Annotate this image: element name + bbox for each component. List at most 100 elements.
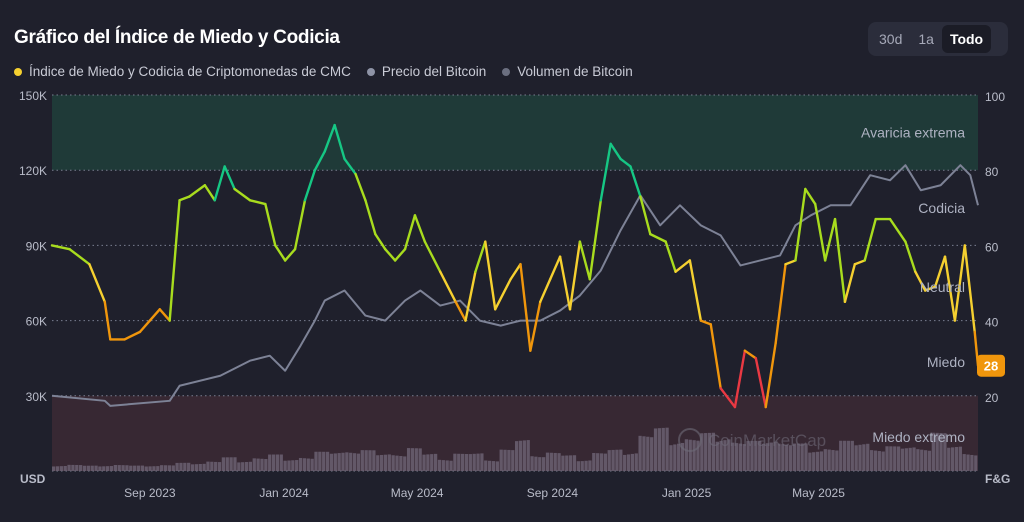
volume-bar	[665, 427, 669, 471]
volume-bar	[345, 452, 349, 471]
volume-bar	[885, 446, 889, 471]
volume-bar	[584, 460, 588, 471]
volume-bar	[557, 453, 561, 471]
volume-bar	[526, 440, 530, 471]
volume-bar	[90, 465, 94, 471]
volume-bar	[395, 455, 399, 471]
volume-bar	[572, 455, 577, 471]
volume-bar	[592, 452, 596, 471]
fear-greed-segment	[248, 199, 267, 206]
legend-item-fear-greed[interactable]: Índice de Miedo y Codicia de Criptomoned…	[14, 64, 351, 79]
left-axis-title: USD	[20, 472, 46, 486]
fear-greed-segment	[323, 123, 336, 153]
volume-bar	[650, 437, 654, 471]
volume-bar	[754, 440, 758, 471]
volume-bar	[441, 460, 445, 471]
volume-bar	[433, 453, 438, 471]
fear-greed-segment	[639, 195, 652, 236]
volume-bar	[623, 454, 627, 471]
volume-bar	[800, 443, 804, 471]
volume-bar	[468, 454, 472, 471]
fear-greed-segment	[853, 259, 866, 266]
fear-greed-segment	[494, 278, 512, 311]
volume-bar	[958, 446, 962, 471]
fear-greed-segment	[68, 247, 91, 266]
fear-greed-segment	[474, 240, 487, 273]
fear-greed-segment	[509, 263, 522, 281]
volume-bar	[491, 461, 496, 471]
fear-greed-segment	[688, 259, 703, 322]
volume-bar	[349, 452, 353, 471]
volume-bar	[410, 448, 415, 471]
fear-greed-segment	[393, 247, 407, 262]
volume-bar	[426, 454, 430, 471]
fear-greed-segment	[699, 319, 712, 326]
fear-greed-segment	[223, 165, 236, 191]
volume-bar	[140, 465, 144, 471]
volume-bar	[607, 450, 611, 471]
volume-bar	[94, 465, 98, 471]
fear-greed-segment	[50, 244, 71, 251]
volume-bar	[113, 464, 117, 471]
fear-greed-segment	[784, 259, 797, 266]
volume-bar	[723, 440, 727, 471]
volume-bar	[831, 450, 835, 471]
volume-bar	[52, 466, 56, 471]
volume-bar	[704, 433, 708, 471]
range-1y-button[interactable]: 1a	[918, 31, 934, 47]
current-value-badge	[977, 354, 1005, 377]
fear-greed-segment	[619, 157, 632, 168]
volume-bar	[314, 451, 318, 471]
volume-bar	[298, 457, 303, 471]
volume-bar	[900, 448, 905, 471]
volume-bar	[372, 450, 376, 471]
legend-item-btc-volume[interactable]: Volumen de Bitcoin	[502, 64, 633, 79]
volume-bar	[792, 443, 797, 471]
zone-band	[52, 95, 978, 171]
volume-bar	[121, 465, 125, 471]
volume-bar	[677, 443, 681, 471]
volume-bar	[152, 466, 156, 471]
right-axis-title: F&G	[985, 472, 1010, 486]
volume-bar	[769, 442, 773, 471]
volume-bar	[82, 465, 87, 471]
volume-bar	[198, 463, 202, 471]
volume-bar	[576, 461, 580, 471]
volume-bar	[842, 440, 847, 471]
volume-bar	[414, 448, 418, 471]
volume-bar	[661, 427, 665, 471]
range-30d-button[interactable]: 30d	[879, 31, 903, 47]
volume-bar	[445, 460, 449, 471]
volume-bar	[819, 451, 824, 471]
volume-bar	[653, 428, 658, 471]
volume-bar	[352, 453, 357, 471]
fear-greed-segment	[188, 184, 207, 198]
volume-bar	[368, 450, 372, 471]
range-all-button[interactable]: Todo	[941, 25, 992, 53]
volume-bar	[518, 440, 523, 471]
volume-bar	[707, 432, 712, 471]
volume-bar	[850, 440, 854, 471]
volume-bar	[534, 456, 538, 471]
volume-bar	[144, 466, 148, 471]
right-axis-tick: 40	[985, 316, 999, 330]
fear-greed-segment	[264, 202, 277, 247]
volume-bar	[808, 452, 812, 471]
volume-bar	[55, 466, 60, 471]
volume-bar	[935, 432, 939, 471]
right-axis-tick: 60	[985, 240, 999, 254]
volume-bar	[387, 454, 391, 471]
volume-bar	[692, 440, 696, 471]
fear-greed-segment	[548, 255, 562, 281]
volume-bar	[217, 462, 222, 471]
legend-item-btc-price[interactable]: Precio del Bitcoin	[366, 64, 486, 79]
fear-greed-segment	[403, 214, 417, 251]
volume-bar	[642, 436, 646, 471]
fear-greed-segment	[943, 255, 957, 322]
volume-bar	[264, 459, 268, 471]
left-axis-tick: 90K	[26, 239, 47, 253]
volume-bar	[179, 462, 183, 471]
fear-greed-segment	[629, 165, 642, 198]
time-range-selector: 30d 1a Todo	[868, 22, 1008, 56]
